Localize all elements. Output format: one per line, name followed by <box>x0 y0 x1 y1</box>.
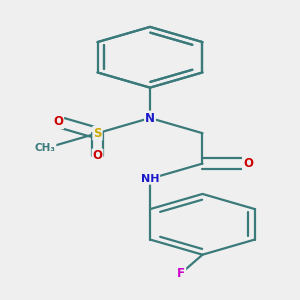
Text: N: N <box>145 112 155 124</box>
Text: S: S <box>93 127 102 140</box>
Text: NH: NH <box>141 174 159 184</box>
Text: O: O <box>92 149 103 163</box>
Text: O: O <box>53 115 63 128</box>
Text: CH₃: CH₃ <box>34 143 56 153</box>
Text: O: O <box>243 157 253 170</box>
Text: F: F <box>177 267 185 280</box>
